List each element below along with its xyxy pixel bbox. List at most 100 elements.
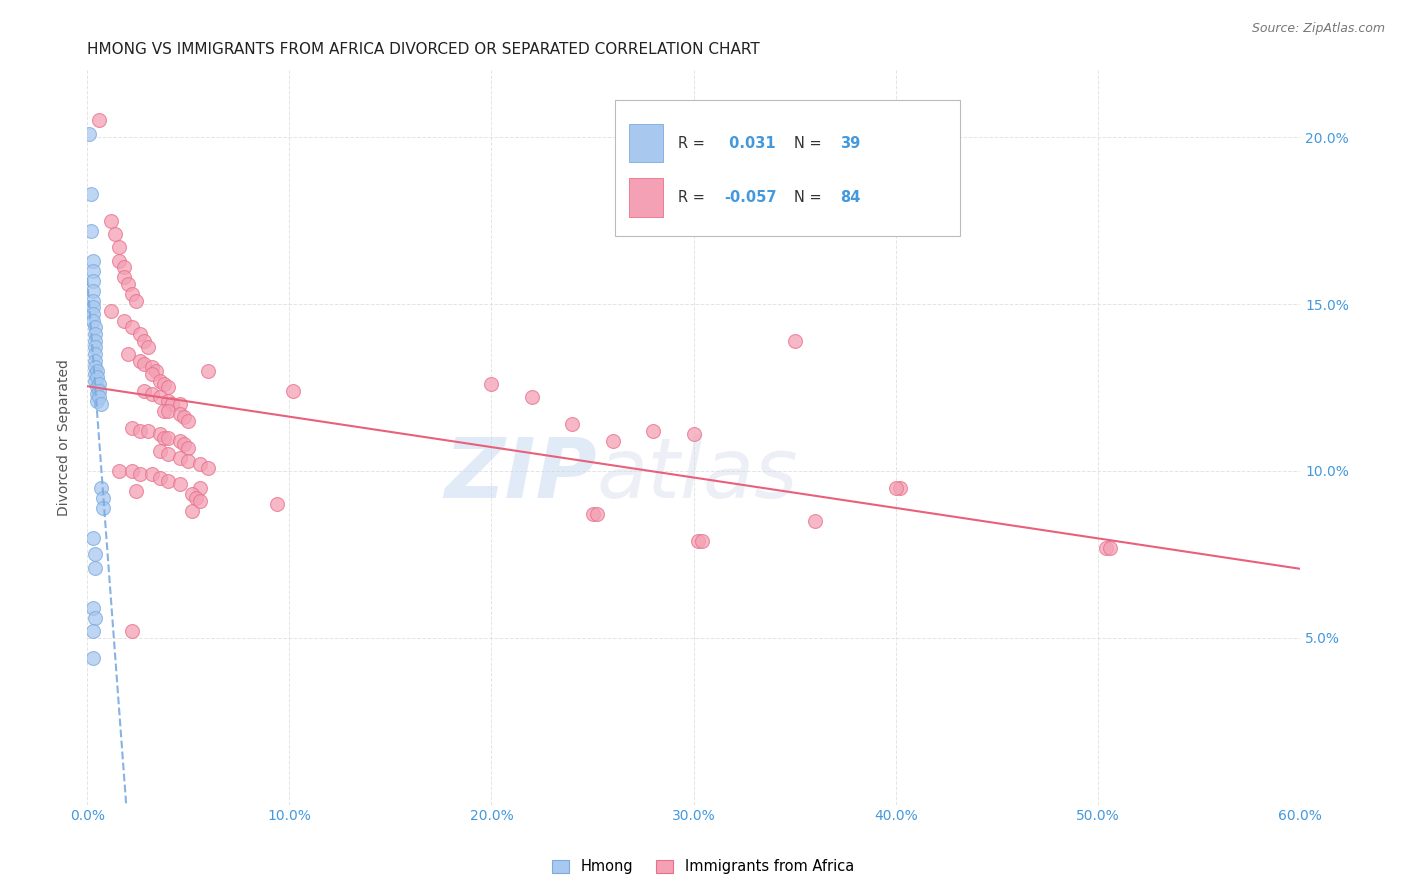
Point — [884, 481, 907, 495]
Point — [84, 367, 107, 381]
Point — [149, 427, 172, 442]
Point — [156, 474, 179, 488]
Point — [643, 424, 665, 438]
Point — [153, 430, 176, 444]
Point — [82, 263, 104, 277]
Point — [561, 417, 583, 432]
Point — [186, 491, 208, 505]
Point — [90, 481, 112, 495]
Point — [121, 320, 143, 334]
Point — [177, 441, 200, 455]
Point — [190, 457, 212, 471]
Point — [141, 367, 163, 381]
Point — [82, 531, 104, 545]
Point — [181, 487, 204, 501]
Legend: Hmong, Immigrants from Africa: Hmong, Immigrants from Africa — [546, 854, 860, 880]
Text: N =: N = — [794, 190, 827, 205]
Point — [149, 470, 172, 484]
Point — [91, 500, 114, 515]
Point — [1095, 541, 1118, 555]
Text: 0.031: 0.031 — [724, 136, 776, 151]
Point — [141, 387, 163, 401]
Point — [266, 497, 288, 511]
FancyBboxPatch shape — [630, 124, 664, 162]
Point — [128, 467, 150, 482]
Point — [128, 424, 150, 438]
Point — [84, 334, 107, 348]
Point — [169, 450, 191, 465]
Point — [169, 397, 191, 411]
Text: HMONG VS IMMIGRANTS FROM AFRICA DIVORCED OR SEPARATED CORRELATION CHART: HMONG VS IMMIGRANTS FROM AFRICA DIVORCED… — [87, 42, 759, 57]
Point — [82, 624, 104, 638]
Point — [117, 347, 139, 361]
Point — [82, 301, 104, 315]
Point — [82, 293, 104, 308]
Point — [117, 277, 139, 291]
Point — [89, 113, 111, 128]
Point — [84, 320, 107, 334]
Point — [128, 327, 150, 342]
FancyBboxPatch shape — [614, 100, 960, 235]
Point — [141, 360, 163, 375]
Point — [156, 430, 179, 444]
Point — [84, 547, 107, 561]
Point — [141, 467, 163, 482]
Point — [80, 186, 103, 201]
Text: N =: N = — [794, 136, 827, 151]
Point — [149, 374, 172, 388]
Point — [124, 293, 146, 308]
Point — [89, 384, 111, 398]
Point — [783, 334, 806, 348]
Point — [686, 533, 709, 548]
Point — [682, 427, 704, 442]
Point — [156, 447, 179, 461]
Point — [86, 370, 108, 384]
Point — [121, 420, 143, 434]
Point — [112, 314, 135, 328]
Point — [124, 483, 146, 498]
Point — [84, 560, 107, 574]
Point — [108, 464, 131, 478]
Point — [82, 314, 104, 328]
Point — [145, 364, 167, 378]
Point — [84, 353, 107, 368]
Point — [112, 270, 135, 285]
Point — [121, 287, 143, 301]
Point — [156, 380, 179, 394]
Point — [581, 508, 603, 522]
Point — [481, 377, 503, 392]
Point — [149, 391, 172, 405]
Point — [89, 391, 111, 405]
Text: 84: 84 — [841, 190, 860, 205]
Point — [156, 393, 179, 408]
Point — [585, 508, 607, 522]
Point — [108, 240, 131, 254]
Point — [84, 347, 107, 361]
Point — [84, 374, 107, 388]
Point — [108, 253, 131, 268]
Point — [82, 307, 104, 321]
Point — [132, 334, 155, 348]
Point — [690, 533, 713, 548]
Point — [91, 491, 114, 505]
Point — [121, 624, 143, 638]
FancyBboxPatch shape — [630, 178, 664, 217]
Point — [804, 514, 827, 528]
Point — [86, 380, 108, 394]
Point — [82, 274, 104, 288]
Point — [128, 353, 150, 368]
Point — [84, 611, 107, 625]
Point — [889, 481, 911, 495]
Point — [177, 454, 200, 468]
Point — [82, 650, 104, 665]
Point — [121, 464, 143, 478]
Point — [82, 284, 104, 298]
Point — [181, 504, 204, 518]
Point — [149, 443, 172, 458]
Point — [190, 481, 212, 495]
Text: R =: R = — [678, 190, 710, 205]
Point — [86, 393, 108, 408]
Point — [132, 357, 155, 371]
Point — [197, 364, 219, 378]
Point — [169, 477, 191, 491]
